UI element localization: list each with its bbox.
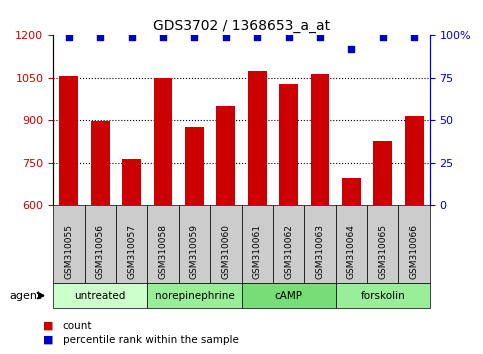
Text: GSM310062: GSM310062 [284, 224, 293, 279]
Point [97, 34, 104, 40]
Bar [59, 76, 78, 205]
Point [253, 34, 261, 40]
Point [285, 34, 293, 40]
Text: GSM310063: GSM310063 [315, 224, 325, 279]
Bar [185, 127, 204, 205]
Bar [154, 78, 172, 205]
Text: GSM310055: GSM310055 [64, 224, 73, 279]
Text: GSM310058: GSM310058 [158, 224, 168, 279]
Text: count: count [63, 321, 92, 331]
Text: cAMP: cAMP [275, 291, 302, 301]
Text: percentile rank within the sample: percentile rank within the sample [63, 335, 239, 345]
Text: GSM310060: GSM310060 [221, 224, 230, 279]
Text: GSM310061: GSM310061 [253, 224, 262, 279]
Text: ■: ■ [43, 335, 54, 345]
Point [159, 34, 167, 40]
Text: GSM310065: GSM310065 [378, 224, 387, 279]
Point [190, 34, 199, 40]
Point [65, 34, 73, 40]
Bar [216, 106, 235, 205]
Bar [311, 74, 329, 205]
Point [316, 34, 324, 40]
Point [379, 34, 386, 40]
Text: untreated: untreated [74, 291, 126, 301]
Text: GSM310056: GSM310056 [96, 224, 105, 279]
Point [348, 46, 355, 52]
Text: GSM310059: GSM310059 [190, 224, 199, 279]
Text: forskolin: forskolin [360, 291, 405, 301]
Bar [373, 141, 392, 205]
Text: GSM310066: GSM310066 [410, 224, 419, 279]
Text: norepinephrine: norepinephrine [155, 291, 234, 301]
Bar [122, 159, 141, 205]
Text: GSM310057: GSM310057 [127, 224, 136, 279]
Text: agent: agent [10, 291, 42, 301]
Bar [91, 121, 110, 205]
Text: GSM310064: GSM310064 [347, 224, 356, 279]
Point [222, 34, 230, 40]
Text: ■: ■ [43, 321, 54, 331]
Bar [248, 71, 267, 205]
Bar [279, 84, 298, 205]
Bar [405, 116, 424, 205]
Point [410, 34, 418, 40]
Point [128, 34, 135, 40]
Title: GDS3702 / 1368653_a_at: GDS3702 / 1368653_a_at [153, 19, 330, 33]
Bar [342, 178, 361, 205]
